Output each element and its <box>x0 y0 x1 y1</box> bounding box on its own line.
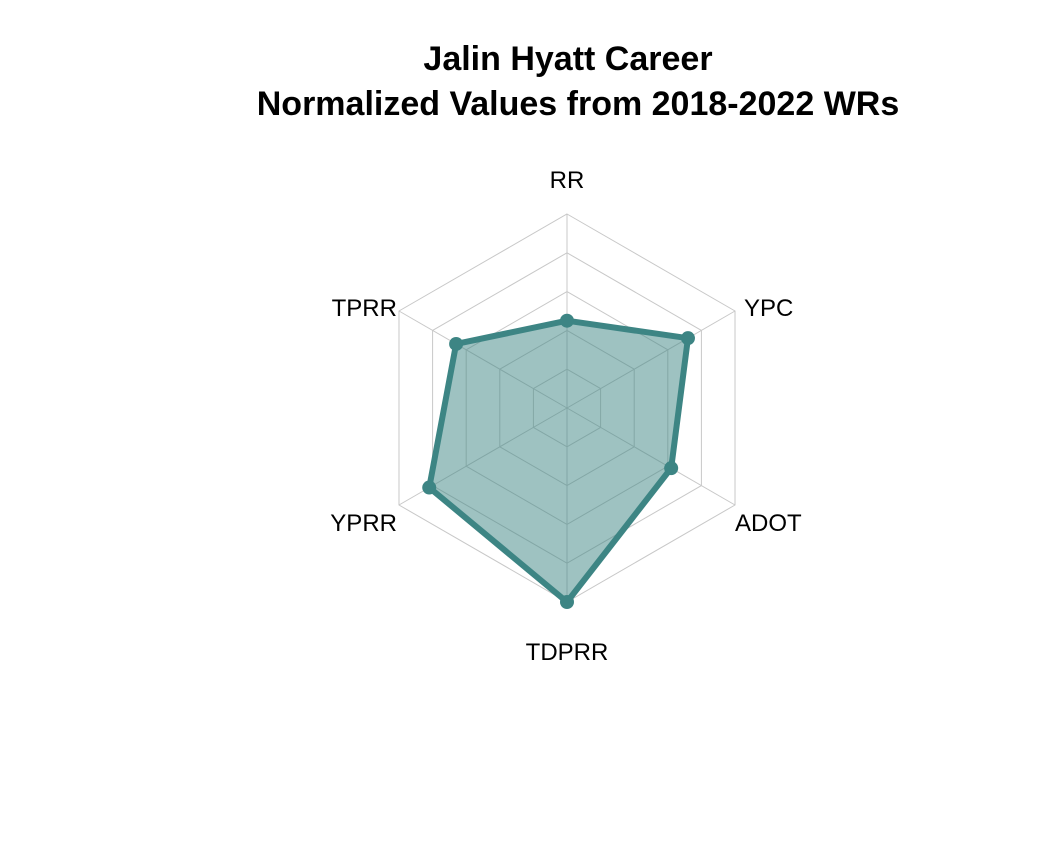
data-point-yprr <box>422 480 437 495</box>
series-area <box>426 317 691 605</box>
chart-title-line-2: Normalized Values from 2018-2022 WRs <box>257 85 900 123</box>
axis-labels: RR YPC ADOT TDPRR YPRR TPRR <box>330 167 802 666</box>
axis-label-tdprr: TDPRR <box>526 639 609 666</box>
data-point-rr <box>560 313 574 328</box>
data-point-adot <box>664 461 679 476</box>
axis-label-tprr: TPRR <box>332 295 397 322</box>
axis-label-rr: RR <box>550 167 585 194</box>
axis-label-yprr: YPRR <box>330 510 397 537</box>
axis-label-ypc: YPC <box>744 295 793 322</box>
data-point-ypc <box>680 331 695 346</box>
radar-series <box>422 313 695 609</box>
data-point-tprr <box>449 336 464 351</box>
axis-label-adot: ADOT <box>735 510 802 537</box>
chart-title-line-1: Jalin Hyatt Career <box>423 40 712 78</box>
data-point-tdprr <box>560 595 574 609</box>
